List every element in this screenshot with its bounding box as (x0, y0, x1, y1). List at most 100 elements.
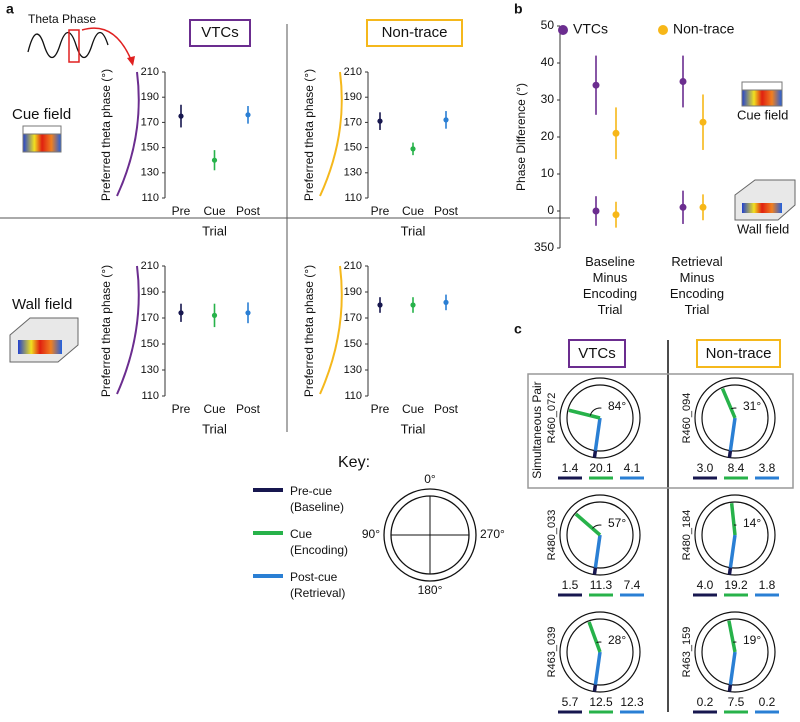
rate-label: 12.3 (620, 695, 644, 709)
key-label: Pre-cue (Baseline) (290, 484, 345, 514)
y-tick-label: 150 (141, 338, 159, 350)
x-axis-label: Trial (202, 223, 227, 238)
dial (383, 488, 477, 582)
y-tick-label: 190 (141, 91, 159, 103)
y-tick-label: 30 (541, 92, 555, 106)
point (410, 146, 416, 152)
point (699, 118, 707, 126)
dial (694, 377, 776, 459)
row-label: Wall field (12, 296, 72, 313)
y-tick-label: 210 (344, 260, 362, 272)
angle-label: 31° (743, 399, 761, 413)
x-tick-label: Retrieval Minus Encoding Trial (669, 254, 725, 317)
point (377, 302, 383, 308)
column-title-box (366, 19, 463, 47)
cue-line (720, 387, 737, 419)
y-tick-label: 350 (534, 240, 554, 254)
cue-line (729, 502, 737, 536)
rate-label: 7.4 (624, 578, 641, 592)
column-title: Non-trace (382, 24, 448, 41)
column-title: VTCs (578, 345, 616, 362)
post-cue-line (593, 651, 602, 685)
cue-line (587, 621, 602, 653)
y-tick-label: 210 (141, 260, 159, 272)
y-tick-label: 190 (141, 286, 159, 298)
pre-cue-line (592, 567, 598, 575)
pair-name: R480_033 (546, 510, 558, 561)
x-tick-label: Pre (371, 204, 390, 218)
dial (566, 501, 634, 569)
x-axis-label: Trial (401, 223, 426, 238)
cue-field-icon (741, 81, 783, 107)
point (679, 78, 687, 85)
dial-label: 270° (480, 527, 505, 541)
x-tick-label: Post (236, 204, 261, 218)
legend-marker (658, 25, 668, 35)
x-tick-label: Pre (172, 402, 191, 416)
cue-line (568, 408, 601, 420)
point (679, 203, 687, 211)
rate-label: 4.1 (624, 461, 641, 475)
dial (559, 377, 641, 459)
phase-box (68, 29, 80, 63)
key-label: Post-cue (Retrieval) (290, 570, 346, 600)
pre-cue-line (727, 684, 733, 692)
y-tick-label: 0 (547, 203, 554, 217)
y-tick-label: 150 (344, 338, 362, 350)
y-tick-label: 170 (344, 116, 362, 128)
x-tick-label: Baseline Minus Encoding Trial (582, 254, 638, 317)
y-tick-label: 190 (344, 286, 362, 298)
point (443, 299, 449, 305)
x-tick-label: Pre (172, 204, 191, 218)
rate-label: 0.2 (697, 695, 714, 709)
point (592, 207, 600, 215)
dial (701, 501, 769, 569)
point (178, 310, 184, 316)
row-label: Cue field (12, 106, 71, 123)
post-cue-line (593, 534, 602, 568)
y-axis-label: Preferred theta phase (°) (99, 265, 113, 397)
x-tick-label: Post (236, 402, 261, 416)
dial (559, 611, 641, 693)
y-tick-label: 170 (141, 116, 159, 128)
angle-arc (730, 407, 737, 410)
arc (319, 71, 343, 197)
arrow-head (127, 56, 135, 66)
dial (701, 618, 769, 686)
column-title-box (189, 19, 251, 47)
angle-label: 84° (608, 399, 626, 413)
pre-cue-line (727, 567, 733, 575)
post-cue-line (728, 417, 737, 451)
point (245, 112, 251, 118)
y-axis-label: Phase Difference (°) (514, 83, 528, 191)
pre-cue-line (592, 684, 598, 692)
arc (116, 71, 140, 197)
wall-field-icon (9, 317, 79, 363)
column-title-box (568, 339, 626, 368)
field-label: Wall field (737, 221, 789, 236)
y-axis-label: Preferred theta phase (°) (302, 265, 316, 397)
rate-label: 8.4 (728, 461, 745, 475)
rate-label: 1.8 (759, 578, 776, 592)
post-cue-line (728, 534, 737, 568)
pair-box (527, 373, 794, 489)
arc (116, 265, 140, 395)
dial (701, 384, 769, 452)
point (245, 310, 251, 316)
y-tick-label: 190 (344, 91, 362, 103)
dial-label: 90° (362, 527, 380, 541)
dial (559, 494, 641, 576)
point (410, 302, 416, 308)
pre-cue-line (592, 450, 598, 458)
dial-label: 180° (418, 583, 443, 597)
rate-label: 0.2 (759, 695, 776, 709)
legend-marker (558, 25, 568, 35)
arrow (81, 27, 133, 63)
y-tick-label: 130 (344, 364, 362, 376)
y-tick-label: 110 (141, 192, 159, 204)
y-tick-label: 210 (344, 66, 362, 78)
wall-field-icon (734, 179, 796, 221)
rate-label: 5.7 (562, 695, 579, 709)
